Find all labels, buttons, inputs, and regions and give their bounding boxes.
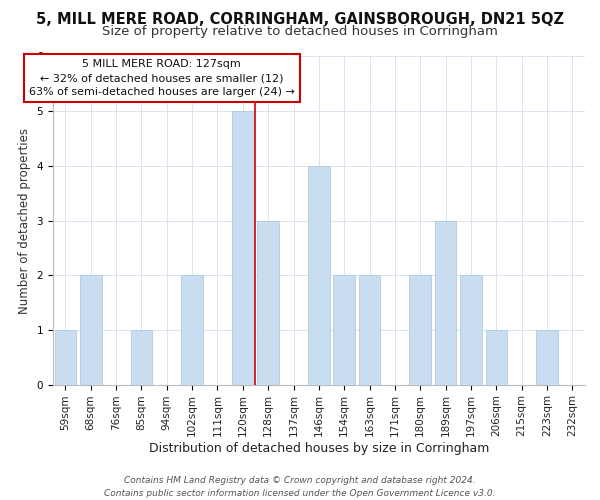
Y-axis label: Number of detached properties: Number of detached properties bbox=[18, 128, 31, 314]
Bar bbox=[131, 330, 152, 384]
Bar bbox=[334, 275, 355, 384]
Bar bbox=[359, 275, 380, 384]
Bar bbox=[55, 330, 76, 384]
Bar bbox=[308, 166, 329, 384]
Bar bbox=[409, 275, 431, 384]
Text: Size of property relative to detached houses in Corringham: Size of property relative to detached ho… bbox=[102, 25, 498, 38]
Text: 5 MILL MERE ROAD: 127sqm
← 32% of detached houses are smaller (12)
63% of semi-d: 5 MILL MERE ROAD: 127sqm ← 32% of detach… bbox=[29, 59, 295, 97]
X-axis label: Distribution of detached houses by size in Corringham: Distribution of detached houses by size … bbox=[149, 442, 489, 455]
Text: 5, MILL MERE ROAD, CORRINGHAM, GAINSBOROUGH, DN21 5QZ: 5, MILL MERE ROAD, CORRINGHAM, GAINSBORO… bbox=[36, 12, 564, 28]
Bar bbox=[80, 275, 101, 384]
Bar bbox=[460, 275, 482, 384]
Bar bbox=[536, 330, 558, 384]
Bar bbox=[181, 275, 203, 384]
Bar bbox=[435, 220, 457, 384]
Bar bbox=[485, 330, 507, 384]
Bar bbox=[257, 220, 279, 384]
Text: Contains HM Land Registry data © Crown copyright and database right 2024.
Contai: Contains HM Land Registry data © Crown c… bbox=[104, 476, 496, 498]
Bar bbox=[232, 111, 254, 384]
